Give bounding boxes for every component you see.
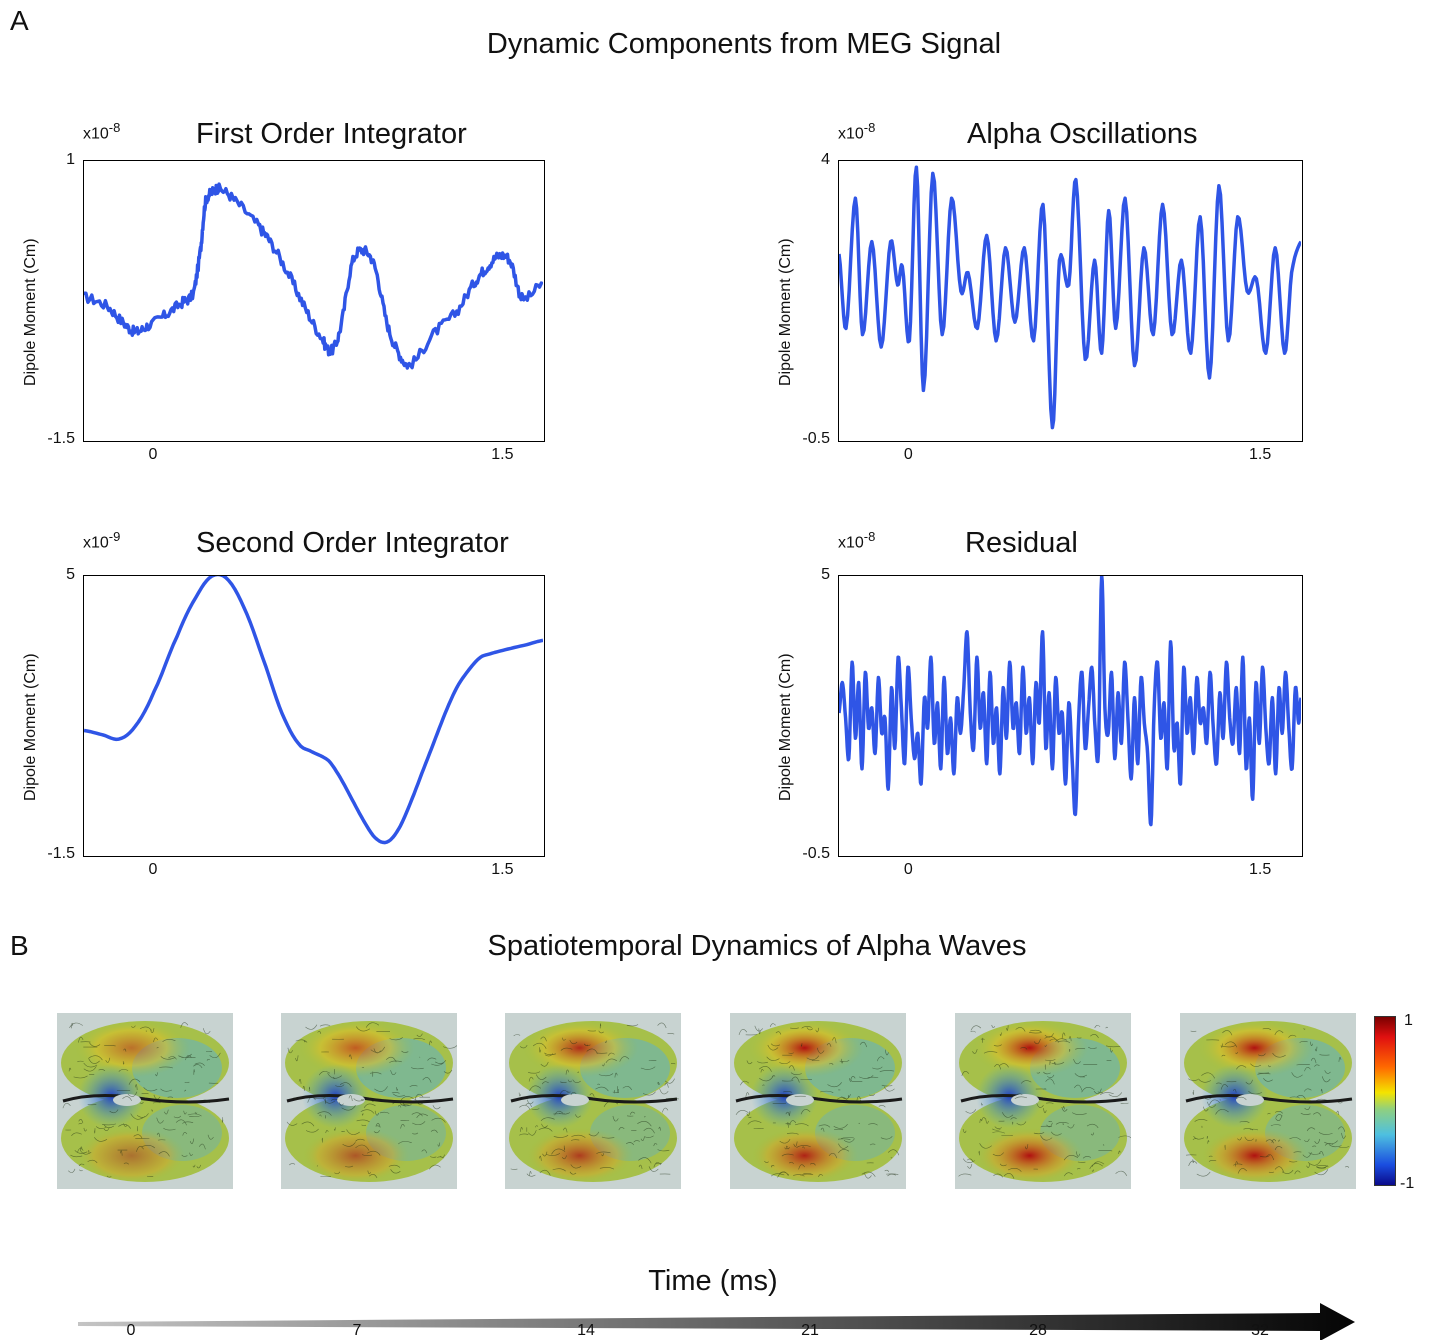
series-line (839, 165, 1301, 430)
y-axis-label: Dipole Moment (Cm) (777, 238, 794, 386)
exponent-base: x10 (83, 125, 109, 143)
x-tick-label: 0 (148, 446, 158, 463)
y-axis-label: Dipole Moment (Cm) (22, 653, 39, 801)
panel-b-title: Spatiotemporal Dynamics of Alpha Waves (487, 930, 1027, 962)
y-tick-label: -0.5 (802, 430, 830, 447)
x-tick-label: 1.5 (491, 446, 514, 463)
time-tick-label: 7 (352, 1322, 362, 1339)
y-exponent-label: x10-8 (838, 120, 875, 143)
chart-title: Second Order Integrator (196, 527, 509, 559)
brain-map (281, 1013, 457, 1189)
x-tick-label: 0 (903, 446, 913, 463)
y-tick-label: -0.5 (802, 845, 830, 862)
plot-svg (84, 576, 543, 845)
brain-map (57, 1013, 233, 1189)
y-tick-label: -1.5 (47, 430, 75, 447)
y-tick-label: -1.5 (47, 845, 75, 862)
exponent-power: -8 (108, 120, 121, 135)
exponent-power: -9 (108, 529, 121, 544)
series-line (84, 182, 543, 370)
panel-letter-a: A (10, 5, 29, 36)
x-tick-label: 1.5 (1249, 861, 1272, 878)
time-tick-label: 14 (577, 1322, 595, 1339)
brain-map (730, 1013, 906, 1189)
x-tick-label: 1.5 (1249, 446, 1272, 463)
exponent-base: x10 (83, 534, 109, 552)
time-arrow (78, 1303, 1355, 1340)
plot-area (83, 575, 545, 857)
time-tick-label: 28 (1029, 1322, 1047, 1339)
brain-map (955, 1013, 1131, 1189)
exponent-power: -8 (863, 120, 876, 135)
x-tick-label: 0 (148, 861, 158, 878)
exponent-base: x10 (838, 125, 864, 143)
x-tick-label: 1.5 (491, 861, 514, 878)
plot-svg (839, 165, 1301, 430)
colorbar (1374, 1016, 1396, 1186)
plot-svg (839, 576, 1301, 827)
colorbar-max-label: 1 (1404, 1012, 1413, 1029)
series-line (84, 576, 543, 845)
y-exponent-label: x10-8 (838, 529, 875, 552)
chart-title: First Order Integrator (196, 118, 467, 150)
time-tick-label: 0 (126, 1322, 136, 1339)
brain-map (1180, 1013, 1356, 1189)
time-axis-label: Time (ms) (648, 1265, 778, 1297)
y-axis-label: Dipole Moment (Cm) (22, 238, 39, 386)
chart-title: Alpha Oscillations (967, 118, 1198, 150)
time-tick-label: 32 (1251, 1322, 1269, 1339)
chart-title: Residual (965, 527, 1078, 559)
panel-letter-b: B (10, 930, 29, 961)
plot-area (83, 160, 545, 442)
time-tick-label: 21 (801, 1322, 819, 1339)
plot-area (838, 575, 1303, 857)
brain-map (505, 1013, 681, 1189)
y-exponent-label: x10-9 (83, 529, 120, 552)
plot-svg (84, 182, 543, 370)
y-tick-label: 1 (66, 151, 75, 168)
colorbar-min-label: -1 (1400, 1175, 1415, 1192)
y-exponent-label: x10-8 (83, 120, 120, 143)
x-tick-label: 0 (903, 861, 913, 878)
exponent-power: -8 (863, 529, 876, 544)
y-tick-label: 5 (821, 566, 830, 583)
y-tick-label: 4 (821, 151, 830, 168)
plot-area (838, 160, 1303, 442)
y-tick-label: 5 (66, 566, 75, 583)
exponent-base: x10 (838, 534, 864, 552)
y-axis-label: Dipole Moment (Cm) (777, 653, 794, 801)
series-line (839, 576, 1301, 827)
panel-a-title: Dynamic Components from MEG Signal (486, 28, 1002, 60)
